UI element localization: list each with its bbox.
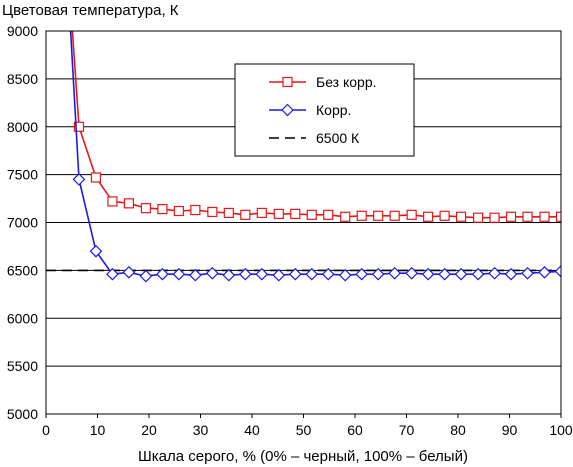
y-tick-label: 6000	[7, 310, 38, 326]
y-axis-ticks: 5000 5500 6000 6500 7000 7500 8000 8500 9000	[7, 23, 38, 422]
data-point	[139, 269, 153, 283]
data-point	[89, 244, 103, 258]
data-point	[371, 267, 385, 281]
data-point	[438, 267, 451, 281]
data-point	[107, 196, 118, 207]
data-point	[156, 267, 169, 281]
data-point	[488, 266, 501, 280]
data-point	[454, 267, 468, 281]
x-tick-label: 0	[42, 422, 50, 438]
data-point	[106, 267, 119, 281]
data-point	[338, 268, 352, 282]
data-point	[505, 211, 517, 222]
data-point	[90, 172, 102, 183]
data-point	[321, 267, 335, 281]
legend-item: 6500 К	[269, 130, 360, 146]
data-point	[421, 267, 435, 281]
data-point	[288, 267, 302, 281]
x-tick-label: 40	[244, 422, 260, 438]
legend-marker	[282, 76, 293, 88]
y-tick-label: 9000	[7, 23, 38, 39]
data-point	[373, 210, 384, 221]
data-point	[405, 266, 418, 280]
data-point	[72, 173, 86, 186]
data-point	[205, 266, 219, 280]
data-point	[73, 121, 85, 132]
data-point	[423, 211, 434, 222]
data-point	[406, 209, 417, 220]
data-point	[439, 210, 450, 221]
legend-label: Без корр.	[316, 74, 377, 90]
x-tick-label: 90	[502, 422, 518, 438]
x-tick-label: 100	[549, 422, 573, 438]
data-point	[539, 211, 550, 222]
x-axis-label: Шкала серого, % (0% – черный, 100% – бел…	[138, 448, 468, 465]
data-point	[238, 267, 252, 281]
data-point	[273, 208, 284, 219]
series-corrected	[69, 31, 561, 283]
data-point	[172, 267, 186, 281]
data-point	[223, 207, 234, 219]
data-point	[305, 267, 319, 281]
chart-title: Цветовая температура, К	[2, 2, 179, 19]
x-tick-label: 80	[450, 422, 466, 438]
data-point	[173, 205, 184, 217]
data-point	[290, 208, 301, 219]
data-point	[355, 267, 369, 281]
x-tick-label: 50	[296, 422, 312, 438]
series-no-correction	[71, 31, 561, 223]
x-tick-label: 60	[347, 422, 363, 438]
x-axis-ticks: 0 10 20 30 40 50 60 70 80 90 100	[42, 414, 573, 438]
data-point	[140, 203, 152, 214]
legend-label: Корр.	[316, 102, 351, 118]
data-point	[472, 212, 484, 223]
legend-item: Без корр.	[269, 74, 377, 90]
legend-label: 6500 К	[316, 130, 360, 146]
legend-item: Корр.	[269, 102, 351, 118]
data-point	[538, 265, 551, 279]
y-tick-label: 6500	[7, 262, 38, 278]
x-tick-label: 70	[399, 422, 415, 438]
data-point	[489, 212, 500, 223]
x-tick-label: 30	[193, 422, 209, 438]
data-point	[340, 211, 351, 222]
data-point	[240, 209, 251, 220]
y-tick-label: 8500	[7, 71, 38, 87]
data-point	[222, 268, 236, 282]
data-point	[471, 267, 485, 281]
series-layer	[46, 31, 561, 283]
data-point	[323, 209, 334, 220]
data-point	[389, 210, 400, 221]
y-tick-label: 5000	[7, 406, 38, 422]
y-tick-label: 7000	[7, 215, 38, 231]
x-tick-label: 10	[90, 422, 106, 438]
data-point	[521, 266, 534, 280]
data-point	[522, 211, 533, 222]
data-point	[157, 203, 168, 215]
data-point	[189, 268, 202, 282]
data-point	[255, 267, 269, 281]
y-tick-label: 5500	[7, 358, 38, 374]
x-tick-label: 20	[141, 422, 157, 438]
data-point	[555, 211, 561, 222]
data-point	[272, 268, 286, 282]
data-point	[504, 267, 518, 281]
y-tick-label: 7500	[7, 167, 38, 183]
data-point	[455, 211, 467, 222]
data-point	[356, 210, 367, 221]
data-point	[123, 198, 135, 209]
legend: Без корр. Корр. 6500 К	[234, 63, 415, 157]
legend-box	[234, 63, 415, 157]
data-point	[122, 265, 136, 279]
data-point	[190, 204, 201, 216]
y-tick-label: 8000	[7, 119, 38, 135]
data-point	[306, 209, 317, 220]
data-point	[256, 207, 267, 219]
data-point	[207, 206, 218, 218]
data-point	[388, 266, 402, 280]
data-point	[554, 264, 561, 278]
legend-marker	[281, 103, 294, 117]
